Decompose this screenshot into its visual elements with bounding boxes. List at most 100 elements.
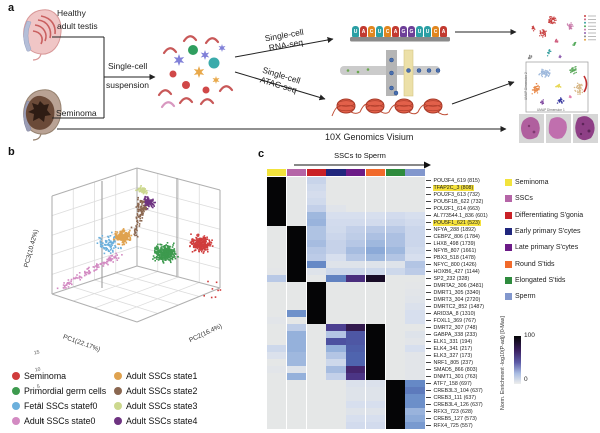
heatmap-cell	[326, 177, 346, 184]
pca-3d-plot	[51, 167, 222, 323]
heatmap-cell	[306, 289, 326, 296]
heatmap-cell	[365, 289, 385, 296]
heatmap-cell	[405, 198, 425, 205]
heatmap-cell	[306, 331, 326, 338]
gene-label-row: PBX3_518 (1478)	[426, 254, 477, 261]
heatmap-cell	[365, 226, 385, 233]
heatmap-cell	[306, 296, 326, 303]
heatmap-cell	[385, 198, 405, 205]
legend-label: Late primary S'cytes	[515, 244, 579, 252]
heatmap-cell	[306, 226, 326, 233]
gene-name: CREB3L4_126 (637)	[433, 401, 483, 408]
legend-dot	[12, 372, 20, 380]
heatmap-cell	[267, 198, 287, 205]
heatmap-cell	[306, 219, 326, 226]
gene-label-row: NRF1_805 (237)	[426, 359, 474, 366]
heatmap-legend-item: Seminoma	[505, 179, 548, 186]
gene-name: POU3F4_619 (815)	[433, 177, 480, 184]
gene-leader-line	[426, 313, 431, 314]
gene-leader-line	[426, 208, 431, 209]
heatmap-cell	[365, 219, 385, 226]
heatmap-cell	[385, 380, 405, 387]
gene-name: CREB3_111 (637)	[433, 394, 477, 401]
gene-label-row: RFX4_725 (557)	[426, 422, 474, 429]
heatmap-cell	[385, 303, 405, 310]
heatmap-cell	[267, 191, 287, 198]
heatmap-cell	[405, 268, 425, 275]
heatmap-cell	[306, 317, 326, 324]
gene-name: LHX8_498 (1739)	[433, 240, 476, 247]
gene-label-row: LHX8_498 (1739)	[426, 240, 476, 247]
legend-label: Adult SSCs state4	[126, 416, 198, 426]
rna-base-C: C	[432, 26, 439, 37]
rna-base-C: C	[384, 26, 391, 37]
heatmap-cell	[346, 359, 366, 366]
heatmap-cell	[286, 289, 306, 296]
gene-leader-line	[426, 201, 431, 202]
cell-crescent	[204, 37, 220, 45]
heatmap-cell	[267, 184, 287, 191]
heatmap-cell	[286, 205, 306, 212]
heatmap-cell	[365, 275, 385, 282]
heatmap-cell	[286, 359, 306, 366]
gene-name: POU5F1B_622 (732)	[433, 198, 484, 205]
heatmap-cell	[267, 303, 287, 310]
heatmap-cell	[385, 254, 405, 261]
legend-swatch	[505, 244, 512, 252]
pca-legend-col2-item: Adult SSCs state3	[114, 401, 197, 411]
heatmap-cell	[326, 380, 346, 387]
seminoma-testis-icon	[23, 89, 62, 141]
gene-label-row: CREB3L3_104 (637)	[426, 387, 484, 394]
legend-label: Round S'tids	[515, 260, 555, 268]
heatmap-cell	[405, 352, 425, 359]
gene-name: GABPA_338 (233)	[433, 331, 477, 338]
cell-crescent	[218, 85, 234, 93]
umap2-xlabel: UMAP Dimension 1	[537, 108, 565, 112]
heatmap-cell	[385, 289, 405, 296]
heatmap-cell	[365, 261, 385, 268]
heatmap-title: SSCs to Sperm	[334, 151, 386, 160]
gene-leader-line	[426, 278, 431, 279]
heatmap-cell	[326, 268, 346, 275]
heatmap-cell	[286, 282, 306, 289]
heatmap-cell	[405, 296, 425, 303]
gene-leader-line	[426, 376, 431, 377]
gene-label-row: DMRT3_304 (2720)	[426, 296, 481, 303]
heatmap-cell	[306, 303, 326, 310]
heatmap-cell	[385, 331, 405, 338]
legend-swatch	[505, 276, 512, 284]
gene-leader-line	[426, 306, 431, 307]
heatmap-cell	[306, 198, 326, 205]
gene-label-row: ARID3A_8 (1310)	[426, 310, 476, 317]
gene-name: DMRT3_304 (2720)	[433, 296, 481, 303]
legend-swatch	[505, 211, 512, 219]
heatmap-cell	[326, 331, 346, 338]
heatmap-cell	[385, 387, 405, 394]
column-header-7	[405, 169, 425, 176]
heatmap-cell	[286, 387, 306, 394]
heatmap-cell	[306, 247, 326, 254]
gene-leader-line	[426, 390, 431, 391]
heatmap-cell	[326, 296, 346, 303]
heatmap-cell	[286, 212, 306, 219]
gene-name: RFX4_725 (557)	[433, 422, 473, 429]
gene-label-row: CEBPZ_806 (1784)	[426, 233, 481, 240]
heatmap-cell	[365, 359, 385, 366]
legend-swatch	[505, 293, 512, 301]
heatmap-cell	[286, 338, 306, 345]
heatmap-cell	[306, 338, 326, 345]
gene-label-row: ELK4_341 (217)	[426, 345, 473, 352]
heatmap-cell	[346, 240, 366, 247]
legend-label: Differentiating S'gonia	[515, 211, 584, 219]
legend-label: Adult SSCs state3	[126, 401, 198, 411]
heatmap-cell	[306, 366, 326, 373]
heatmap-cell	[286, 408, 306, 415]
heatmap-cell	[405, 282, 425, 289]
heatmap-cell	[326, 422, 346, 429]
heatmap-cell	[267, 373, 287, 380]
heatmap-cell	[306, 394, 326, 401]
heatmap-cell	[326, 198, 346, 205]
heatmap-cell	[346, 366, 366, 373]
cell-circle	[202, 86, 210, 94]
visium-tissue-thumbnails	[519, 114, 598, 143]
